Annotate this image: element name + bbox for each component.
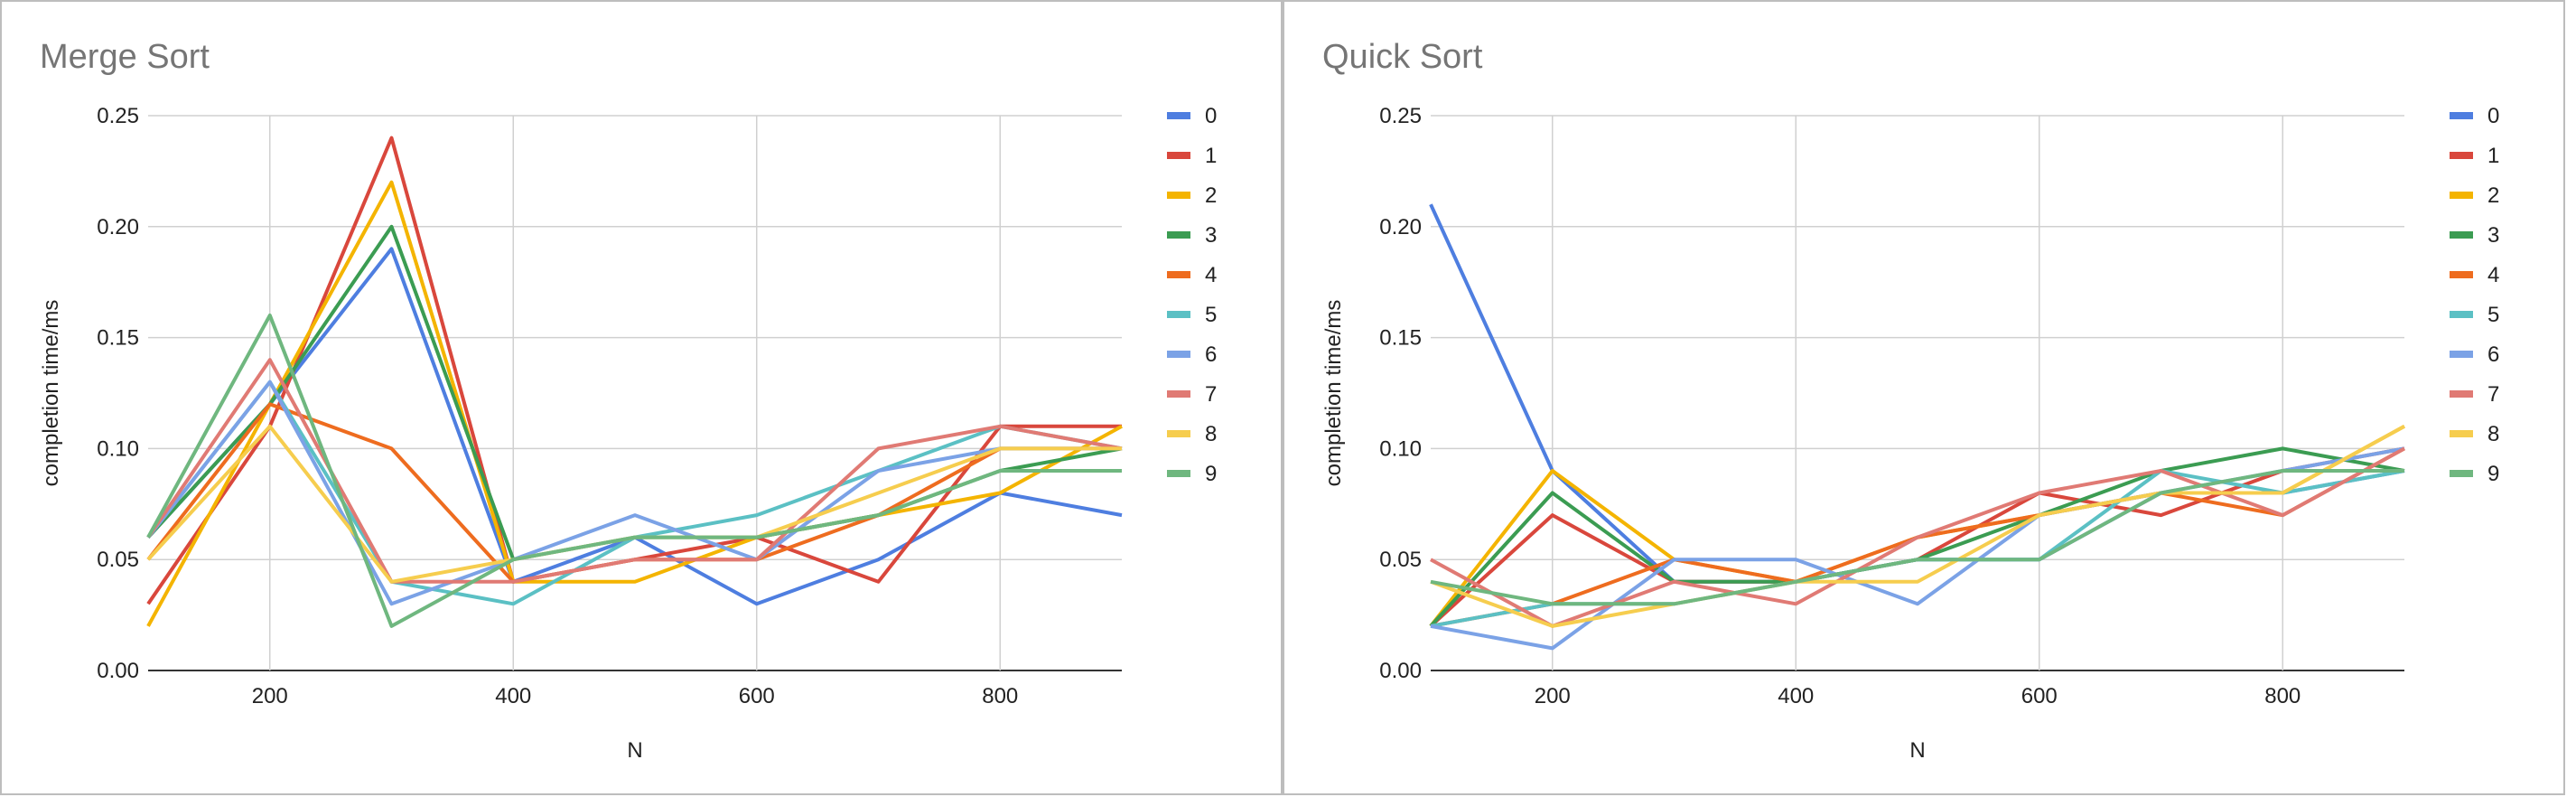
- x-tick-label: 800: [2264, 684, 2301, 708]
- y-tick-label: 0.15: [1379, 326, 1422, 351]
- x-axis-title: N: [1909, 738, 1925, 763]
- x-tick-label: 200: [252, 684, 288, 708]
- legend-label: 1: [1205, 144, 1217, 168]
- x-tick-label: 400: [1778, 684, 1814, 708]
- y-tick-label: 0.20: [97, 215, 139, 239]
- series-line-6: [146, 380, 1122, 606]
- y-tick-label: 0.25: [97, 104, 139, 128]
- x-tick-label: 200: [1535, 684, 1571, 708]
- series-line-3: [146, 224, 1123, 562]
- y-tick-label: 0.15: [97, 326, 139, 351]
- quick-sort-chart: 0.00 0.05 0.10 0.15 0.20 0.25 200 400 600 800 Ncom…: [1321, 104, 2499, 763]
- merge-sort-chart-panel: Merge Sort 0.00 0.05 0.10 0.15 0.20 0.25 200 40…: [0, 0, 1283, 795]
- legend-label: 3: [2487, 223, 2499, 248]
- y-tick-label: 0.00: [97, 659, 139, 683]
- quick-sort-chart-panel: Quick Sort 0.00 0.05 0.10 0.15 0.20 0.25 200 40…: [1283, 0, 2565, 795]
- x-tick-label: 600: [739, 684, 775, 708]
- merge-sort-chart: 0.00 0.05 0.10 0.15 0.20 0.25 200 400 600 800 Ncom…: [39, 104, 1217, 763]
- legend-label: 0: [2487, 104, 2499, 128]
- y-tick-label: 0.25: [1379, 104, 1422, 128]
- chart-title: Merge Sort: [40, 38, 210, 76]
- series-line-9: [146, 314, 1122, 628]
- legend-label: 9: [1205, 462, 1217, 486]
- legend-label: 3: [1205, 223, 1217, 248]
- series-line-7: [146, 358, 1123, 584]
- y-tick-label: 0.10: [1379, 436, 1422, 461]
- series-line-7: [1430, 446, 2405, 628]
- legend-label: 8: [2487, 422, 2499, 446]
- y-tick-label: 0.05: [97, 548, 139, 572]
- legend-label: 2: [2487, 183, 2499, 208]
- legend-label: 5: [1205, 303, 1217, 327]
- x-tick-label: 800: [982, 684, 1018, 708]
- legend-label: 1: [2487, 144, 2499, 168]
- series-line-0: [1429, 203, 2405, 584]
- x-tick-label: 400: [495, 684, 531, 708]
- legend-label: 4: [2487, 263, 2499, 287]
- series-line-9: [1430, 469, 2404, 606]
- legend-label: 6: [2487, 342, 2499, 367]
- legend-label: 9: [2487, 462, 2499, 486]
- y-axis-title: completion time/ms: [1321, 300, 1346, 487]
- legend-label: 7: [1205, 382, 1217, 407]
- legend-label: 6: [1205, 342, 1217, 367]
- y-tick-label: 0.05: [1379, 548, 1422, 572]
- legend-label: 8: [1205, 422, 1217, 446]
- legend-label: 4: [1205, 263, 1217, 287]
- series-line-5: [146, 380, 1123, 606]
- chart-title: Quick Sort: [1322, 38, 1483, 76]
- x-tick-label: 600: [2021, 684, 2058, 708]
- x-axis-title: N: [627, 738, 642, 763]
- legend-label: 5: [2487, 303, 2499, 327]
- y-tick-label: 0.10: [97, 436, 139, 461]
- series-line-2: [146, 180, 1123, 627]
- series-line-8: [1430, 425, 2405, 628]
- y-tick-label: 0.00: [1379, 659, 1422, 683]
- legend-label: 7: [2487, 382, 2499, 407]
- y-axis-title: completion time/ms: [39, 300, 63, 487]
- legend-label: 2: [1205, 183, 1217, 208]
- y-tick-label: 0.20: [1379, 215, 1422, 239]
- legend-label: 0: [1205, 104, 1217, 128]
